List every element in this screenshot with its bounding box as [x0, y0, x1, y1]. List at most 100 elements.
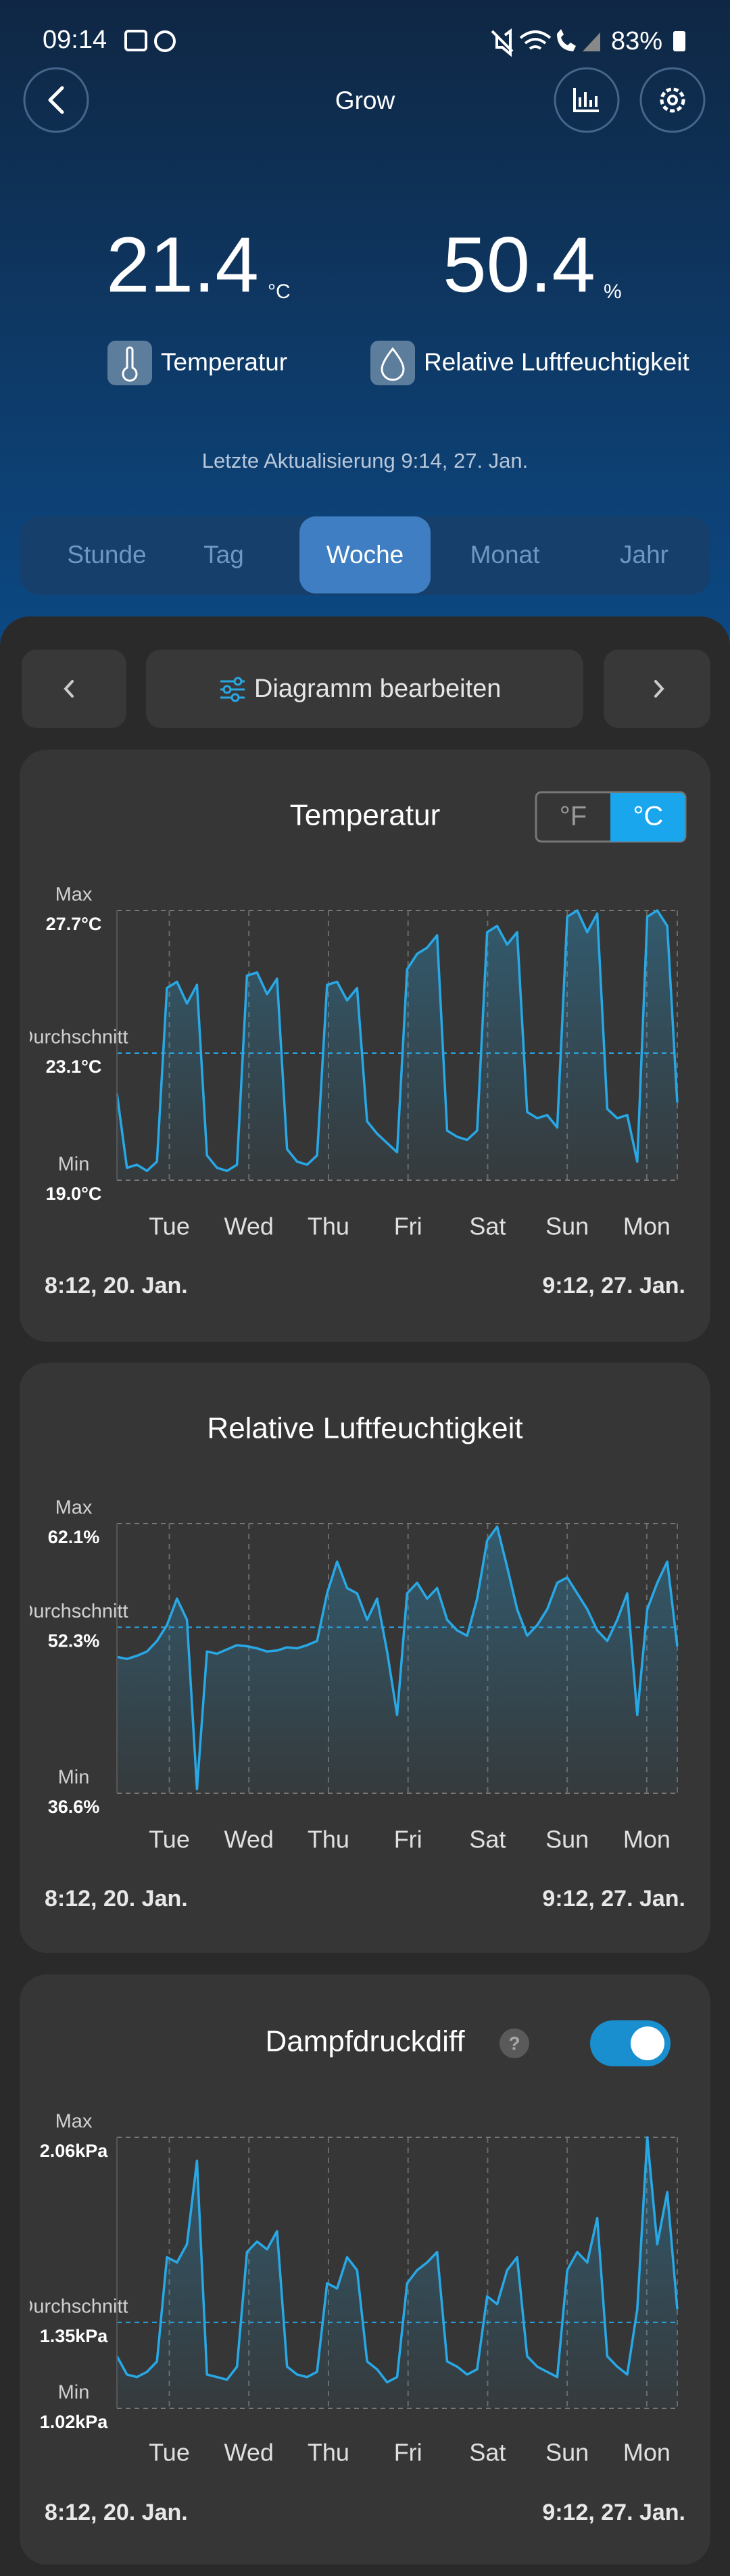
x-tick-label: Wed [224, 1213, 274, 1240]
y-tick-label: 62.1% [48, 1527, 100, 1547]
data-line [116, 909, 679, 1172]
chart-button-outline [554, 67, 620, 133]
edit-chart-label: Diagramm bearbeiten [254, 675, 501, 703]
x-tick-label: Tue [149, 1826, 190, 1853]
y-tick-label: 19.0°C [46, 1184, 102, 1204]
x-tick-label: Fri [394, 1213, 422, 1240]
previous-button-bg [22, 650, 126, 728]
vpd-card [20, 1974, 710, 2565]
reference-label: Durchschnitt [19, 1601, 128, 1622]
range-end: 9:12, 27. Jan. [542, 1886, 685, 1912]
y-tick-label: 1.35kPa [40, 2326, 109, 2346]
range-end: 9:12, 27. Jan. [542, 2500, 685, 2525]
battery-icon [673, 31, 685, 51]
reference-label: Max [55, 2111, 93, 2133]
chart-button[interactable] [554, 67, 620, 133]
tab[interactable]: Jahr [620, 541, 668, 568]
last-update: Letzte Aktualisierung 9:14, 27. Jan. [202, 449, 529, 472]
settings-button[interactable] [639, 67, 706, 133]
status-time: 09:14 [43, 26, 107, 54]
reference-label: Durchschnitt [19, 1027, 128, 1048]
range-end: 9:12, 27. Jan. [542, 1273, 685, 1298]
axis-labels: Min Durchschnitt Max [19, 1497, 128, 1789]
tabs: Stunde Tag Woche Monat Jahr [67, 516, 668, 593]
y-tick-label: 27.7°C [46, 914, 102, 934]
back-icon [48, 86, 64, 114]
x-tick-label: Wed [224, 2439, 274, 2466]
y-tick-label: 1.02kPa [40, 2412, 109, 2432]
area-fill [117, 910, 677, 1180]
data-line [116, 1525, 679, 1791]
chart: Relative Luftfeuchtigkeit Tue Wed Thu Fri Sat… [19, 1412, 685, 1912]
area-fill [117, 2137, 677, 2408]
edit-chart-button-bg [146, 650, 583, 728]
data-line [116, 2136, 679, 2384]
x-tick-label: Sun [545, 1826, 589, 1853]
tab[interactable]: Stunde [67, 541, 146, 568]
reference-label: Min [58, 2382, 90, 2404]
back-button[interactable] [23, 67, 89, 133]
temperature-icon-box [107, 341, 152, 385]
reference-label: Min [58, 1154, 90, 1175]
sync-icon [154, 30, 176, 52]
humidity-value: 50.4 [443, 221, 595, 309]
y-tick-label: 2.06kPa [40, 2141, 109, 2161]
reference-label: Min [58, 1767, 90, 1789]
x-tick-label: Sun [545, 2439, 589, 2466]
settings-hub [667, 95, 678, 105]
tab[interactable]: Woche [326, 541, 404, 568]
temperature-label: Temperatur [161, 348, 287, 376]
x-tick-label: Thu [308, 2439, 349, 2466]
tab[interactable]: Tag [203, 541, 244, 568]
range-start: 8:12, 20. Jan. [45, 2500, 188, 2525]
droplet-icon [381, 347, 405, 381]
chart-icon [573, 88, 599, 112]
x-tick-label: Fri [394, 2439, 422, 2466]
back-button-outline [23, 67, 89, 133]
previous-icon [64, 680, 74, 698]
humidity-unit: % [604, 281, 622, 303]
unit-toggle[interactable]: °F °C [535, 791, 687, 843]
chart: Dampfdruckdiff Tue Wed Thu Fri Sat Sun Mon Min Du… [19, 2025, 685, 2525]
unit-celsius[interactable]: °C [633, 802, 664, 831]
next-button-bg [604, 650, 710, 728]
chart-title: Dampfdruckdiff [265, 2025, 465, 2058]
reference-label: Durchschnitt [19, 2295, 128, 2317]
settings-button-outline [639, 67, 706, 133]
temperature-unit: °C [268, 281, 291, 303]
vpd-toggle[interactable] [590, 2020, 671, 2066]
battery-level: 83% [611, 27, 662, 55]
edit-icon-knob [233, 677, 243, 686]
mute-icon [491, 28, 514, 57]
reference-label: Max [55, 1497, 93, 1519]
help-icon-mark: ? [508, 2033, 520, 2053]
edit-chart-button[interactable]: Diagramm bearbeiten [146, 650, 583, 728]
chart-title: Temperatur [290, 799, 441, 832]
help-icon[interactable] [500, 2028, 529, 2058]
wifi-icon [519, 30, 552, 50]
x-tick-label: Sun [545, 1213, 589, 1240]
vpd-toggle-knob [631, 2026, 664, 2060]
signal-icon [583, 32, 600, 51]
next-icon [654, 680, 664, 698]
screen-title: Grow [335, 87, 395, 114]
temperature-card [20, 750, 710, 1342]
range-start: 8:12, 20. Jan. [45, 1886, 188, 1912]
unit-fahrenheit[interactable]: °F [560, 802, 587, 831]
tab[interactable]: Monat [470, 541, 541, 568]
edit-icon-knob [222, 685, 232, 694]
reference-label: Max [55, 884, 93, 906]
unit-toggle-active [610, 793, 685, 842]
x-tick-label: Sat [469, 1826, 506, 1853]
next-button[interactable] [604, 650, 710, 728]
x-tick-label: Sat [469, 1213, 506, 1240]
humidity-label: Relative Luftfeuchtigkeit [424, 348, 690, 376]
previous-button[interactable] [22, 650, 126, 728]
thermometer-icon [122, 346, 138, 382]
call-icon [557, 29, 576, 51]
x-tick-label: Tue [149, 2439, 190, 2466]
range-start: 8:12, 20. Jan. [45, 1273, 188, 1298]
settings-gear [660, 87, 685, 113]
